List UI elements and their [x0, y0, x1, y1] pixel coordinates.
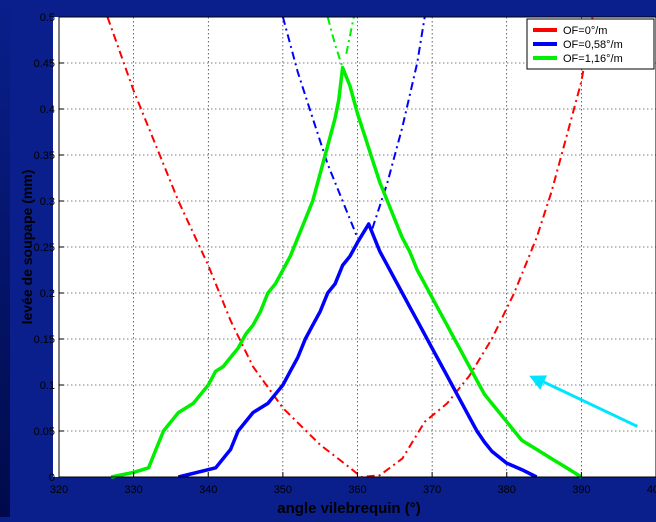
curves [106, 16, 594, 479]
x-tick-label: 340 [199, 484, 217, 496]
series-2-curve-0 [110, 65, 583, 479]
arrow-shaft [538, 378, 638, 428]
x-axis-label: angle vilebrequin (°) [277, 500, 421, 517]
x-tick-label: 330 [124, 484, 142, 496]
y-tick-label: 0.45 [34, 58, 55, 70]
y-tick-label: 0.3 [40, 196, 55, 208]
y-axis-label: levée de soupape (mm) [19, 170, 35, 325]
series-1-curve-0 [177, 222, 538, 479]
y-tick-label: 0.2 [40, 288, 55, 300]
y-tick-label: 0.25 [34, 242, 55, 254]
y-tick-label: 0.35 [34, 150, 55, 162]
y-tick-label: 0.4 [40, 104, 55, 116]
plot-frame [58, 16, 656, 478]
legend-label: OF=1,16°/m [563, 53, 623, 65]
y-tick-label: 0.1 [40, 380, 55, 392]
x-tick-label: 380 [498, 484, 516, 496]
axes-box [58, 16, 656, 478]
series-0-curve-0 [106, 16, 594, 478]
grid [59, 17, 656, 477]
tick-labels: 320 330 340 350 360 370 380 390 400 0 0.05 0.1 0.15 0… [34, 12, 656, 496]
x-tick-label: 350 [274, 484, 292, 496]
y-tick-label: 0.5 [40, 12, 55, 24]
y-tick-label: 0 [49, 472, 55, 484]
legend-label: OF=0,58°/m [563, 39, 623, 51]
legend: OF=0°/m OF=0,58°/m OF=1,16°/m [526, 18, 655, 70]
x-tick-label: 390 [572, 484, 590, 496]
x-tick-label: 370 [423, 484, 441, 496]
y-tick-label: 0.05 [34, 426, 55, 438]
legend-label: OF=0°/m [563, 25, 607, 37]
x-tick-label: 400 [647, 484, 656, 496]
series-1-curve-2 [371, 16, 426, 229]
series-1-curve-1 [281, 16, 359, 239]
annotation-arrow [529, 375, 638, 428]
x-tick-label: 320 [50, 484, 68, 496]
arrow-head [529, 375, 548, 390]
y-tick-label: 0.15 [34, 334, 55, 346]
series-2-curve-2 [345, 16, 355, 54]
x-tick-label: 360 [348, 484, 366, 496]
left-band [0, 0, 10, 517]
